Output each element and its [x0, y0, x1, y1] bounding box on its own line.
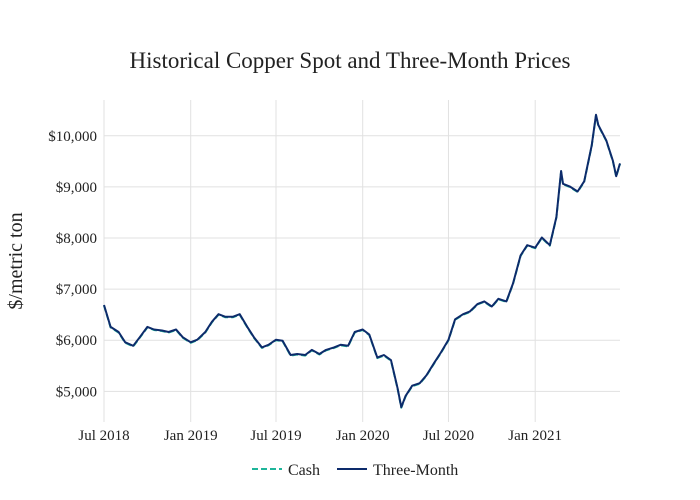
- legend-item[interactable]: Three-Month: [337, 462, 458, 479]
- legend-item[interactable]: Cash: [252, 462, 320, 479]
- x-tick-label: Jul 2019: [250, 428, 301, 444]
- series-lines: [103, 113, 621, 409]
- y-axis-label: $/metric ton: [5, 212, 27, 309]
- y-tick-label: $7,000: [56, 282, 97, 298]
- y-gridlines: [104, 135, 620, 392]
- x-tick-label: Jul 2018: [78, 428, 129, 444]
- x-tick-label: Jul 2020: [423, 428, 474, 444]
- legend-label: Three-Month: [373, 462, 458, 479]
- chart-title: Historical Copper Spot and Three-Month P…: [130, 48, 571, 73]
- x-tick-label: Jan 2019: [164, 428, 218, 444]
- x-gridlines: [103, 100, 536, 422]
- x-tick-label: Jan 2020: [336, 428, 390, 444]
- x-tick-label: Jan 2021: [508, 428, 562, 444]
- legend[interactable]: Cash Three-Month: [252, 462, 458, 479]
- y-tick-label: $8,000: [56, 231, 97, 247]
- y-tick-label: $5,000: [56, 384, 97, 400]
- y-axis-ticks: $5,000 $6,000 $7,000 $8,000 $9,000 $10,000: [48, 129, 97, 401]
- x-axis-ticks: Jul 2018 Jan 2019 Jul 2019 Jan 2020 Jul 2020…: [78, 428, 562, 444]
- y-tick-label: $9,000: [56, 180, 97, 196]
- y-tick-label: $10,000: [48, 129, 97, 145]
- series-line-three-month[interactable]: [103, 113, 621, 409]
- legend-label: Cash: [288, 462, 320, 479]
- y-tick-label: $6,000: [56, 333, 97, 349]
